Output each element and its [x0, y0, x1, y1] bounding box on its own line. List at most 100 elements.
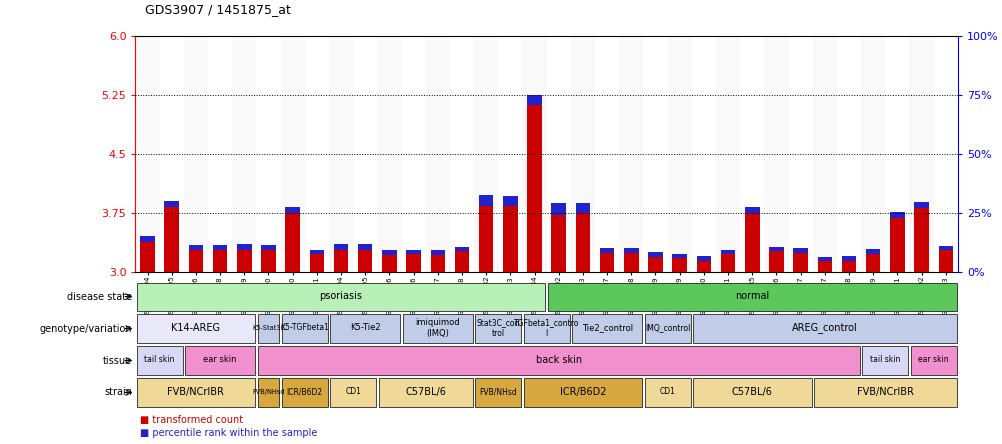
Bar: [353, 36, 377, 272]
Text: K5-TGFbeta1: K5-TGFbeta1: [280, 323, 329, 333]
Bar: [551, 215, 565, 272]
Bar: [571, 314, 641, 343]
Bar: [136, 314, 255, 343]
Bar: [136, 346, 182, 375]
Bar: [478, 195, 493, 206]
Bar: [769, 246, 783, 251]
Bar: [236, 250, 252, 272]
Bar: [647, 257, 662, 272]
Bar: [503, 196, 517, 206]
Bar: [258, 378, 279, 407]
Bar: [282, 378, 328, 407]
Text: IMQ_control: IMQ_control: [644, 323, 689, 333]
Bar: [377, 36, 401, 272]
Bar: [258, 346, 859, 375]
Bar: [358, 244, 372, 250]
Bar: [498, 36, 522, 272]
Bar: [334, 250, 348, 272]
Bar: [769, 251, 783, 272]
Text: FVB/NHsd: FVB/NHsd: [252, 389, 285, 395]
Bar: [378, 378, 472, 407]
Bar: [623, 248, 638, 253]
Bar: [183, 36, 207, 272]
Bar: [865, 249, 880, 254]
Text: ear skin: ear skin: [918, 355, 948, 365]
Bar: [914, 202, 928, 208]
Bar: [885, 36, 909, 272]
Bar: [475, 378, 521, 407]
Bar: [692, 378, 811, 407]
Bar: [933, 36, 957, 272]
Bar: [744, 207, 759, 214]
Bar: [865, 254, 880, 272]
Text: strain: strain: [104, 388, 132, 397]
Bar: [817, 262, 832, 272]
Text: CD1: CD1: [659, 387, 675, 396]
Bar: [425, 36, 450, 272]
Bar: [207, 36, 231, 272]
Bar: [575, 203, 589, 214]
Bar: [212, 250, 227, 272]
Bar: [523, 314, 569, 343]
Bar: [257, 36, 281, 272]
Text: ear skin: ear skin: [203, 355, 236, 365]
Bar: [644, 378, 689, 407]
Bar: [889, 212, 904, 218]
Bar: [258, 314, 279, 343]
Bar: [282, 314, 328, 343]
Text: FVB/NCrIBR: FVB/NCrIBR: [856, 387, 913, 397]
Bar: [691, 36, 715, 272]
Text: tissue: tissue: [103, 356, 132, 365]
Bar: [382, 250, 396, 255]
Bar: [814, 378, 956, 407]
Bar: [715, 36, 739, 272]
Bar: [401, 36, 425, 272]
Bar: [430, 255, 445, 272]
Bar: [330, 378, 376, 407]
Bar: [594, 36, 618, 272]
Text: GDS3907 / 1451875_at: GDS3907 / 1451875_at: [145, 3, 291, 16]
Text: CD1: CD1: [345, 387, 361, 396]
Bar: [720, 250, 734, 254]
Text: tail skin: tail skin: [870, 355, 900, 365]
Text: tail skin: tail skin: [144, 355, 174, 365]
Bar: [231, 36, 257, 272]
Bar: [910, 346, 956, 375]
Bar: [788, 36, 812, 272]
Bar: [527, 95, 541, 105]
Text: TGFbeta1_contro
l: TGFbeta1_contro l: [513, 318, 579, 337]
Text: C57BL/6: C57BL/6: [405, 387, 446, 397]
Bar: [547, 282, 956, 311]
Bar: [793, 248, 807, 253]
Bar: [136, 282, 545, 311]
Bar: [261, 250, 276, 272]
Bar: [551, 203, 565, 215]
Text: K5-Tie2: K5-Tie2: [350, 323, 380, 333]
Bar: [739, 36, 764, 272]
Bar: [793, 253, 807, 272]
Bar: [575, 214, 589, 272]
Bar: [236, 244, 252, 250]
Bar: [310, 250, 324, 254]
Text: Stat3C_con
trol: Stat3C_con trol: [476, 318, 519, 337]
Bar: [546, 36, 570, 272]
Text: FVB/NHsd: FVB/NHsd: [479, 387, 517, 396]
Bar: [909, 36, 933, 272]
Bar: [671, 258, 686, 272]
Bar: [647, 252, 662, 257]
Bar: [861, 36, 885, 272]
Bar: [281, 36, 305, 272]
Bar: [696, 256, 710, 261]
Bar: [623, 253, 638, 272]
Bar: [454, 246, 469, 251]
Bar: [140, 236, 154, 242]
Bar: [671, 254, 686, 258]
Bar: [862, 346, 908, 375]
Text: C57BL/6: C57BL/6: [731, 387, 772, 397]
Bar: [140, 242, 154, 272]
Bar: [836, 36, 861, 272]
Bar: [164, 201, 178, 207]
Bar: [570, 36, 594, 272]
Bar: [310, 254, 324, 272]
Text: disease state: disease state: [67, 292, 132, 301]
